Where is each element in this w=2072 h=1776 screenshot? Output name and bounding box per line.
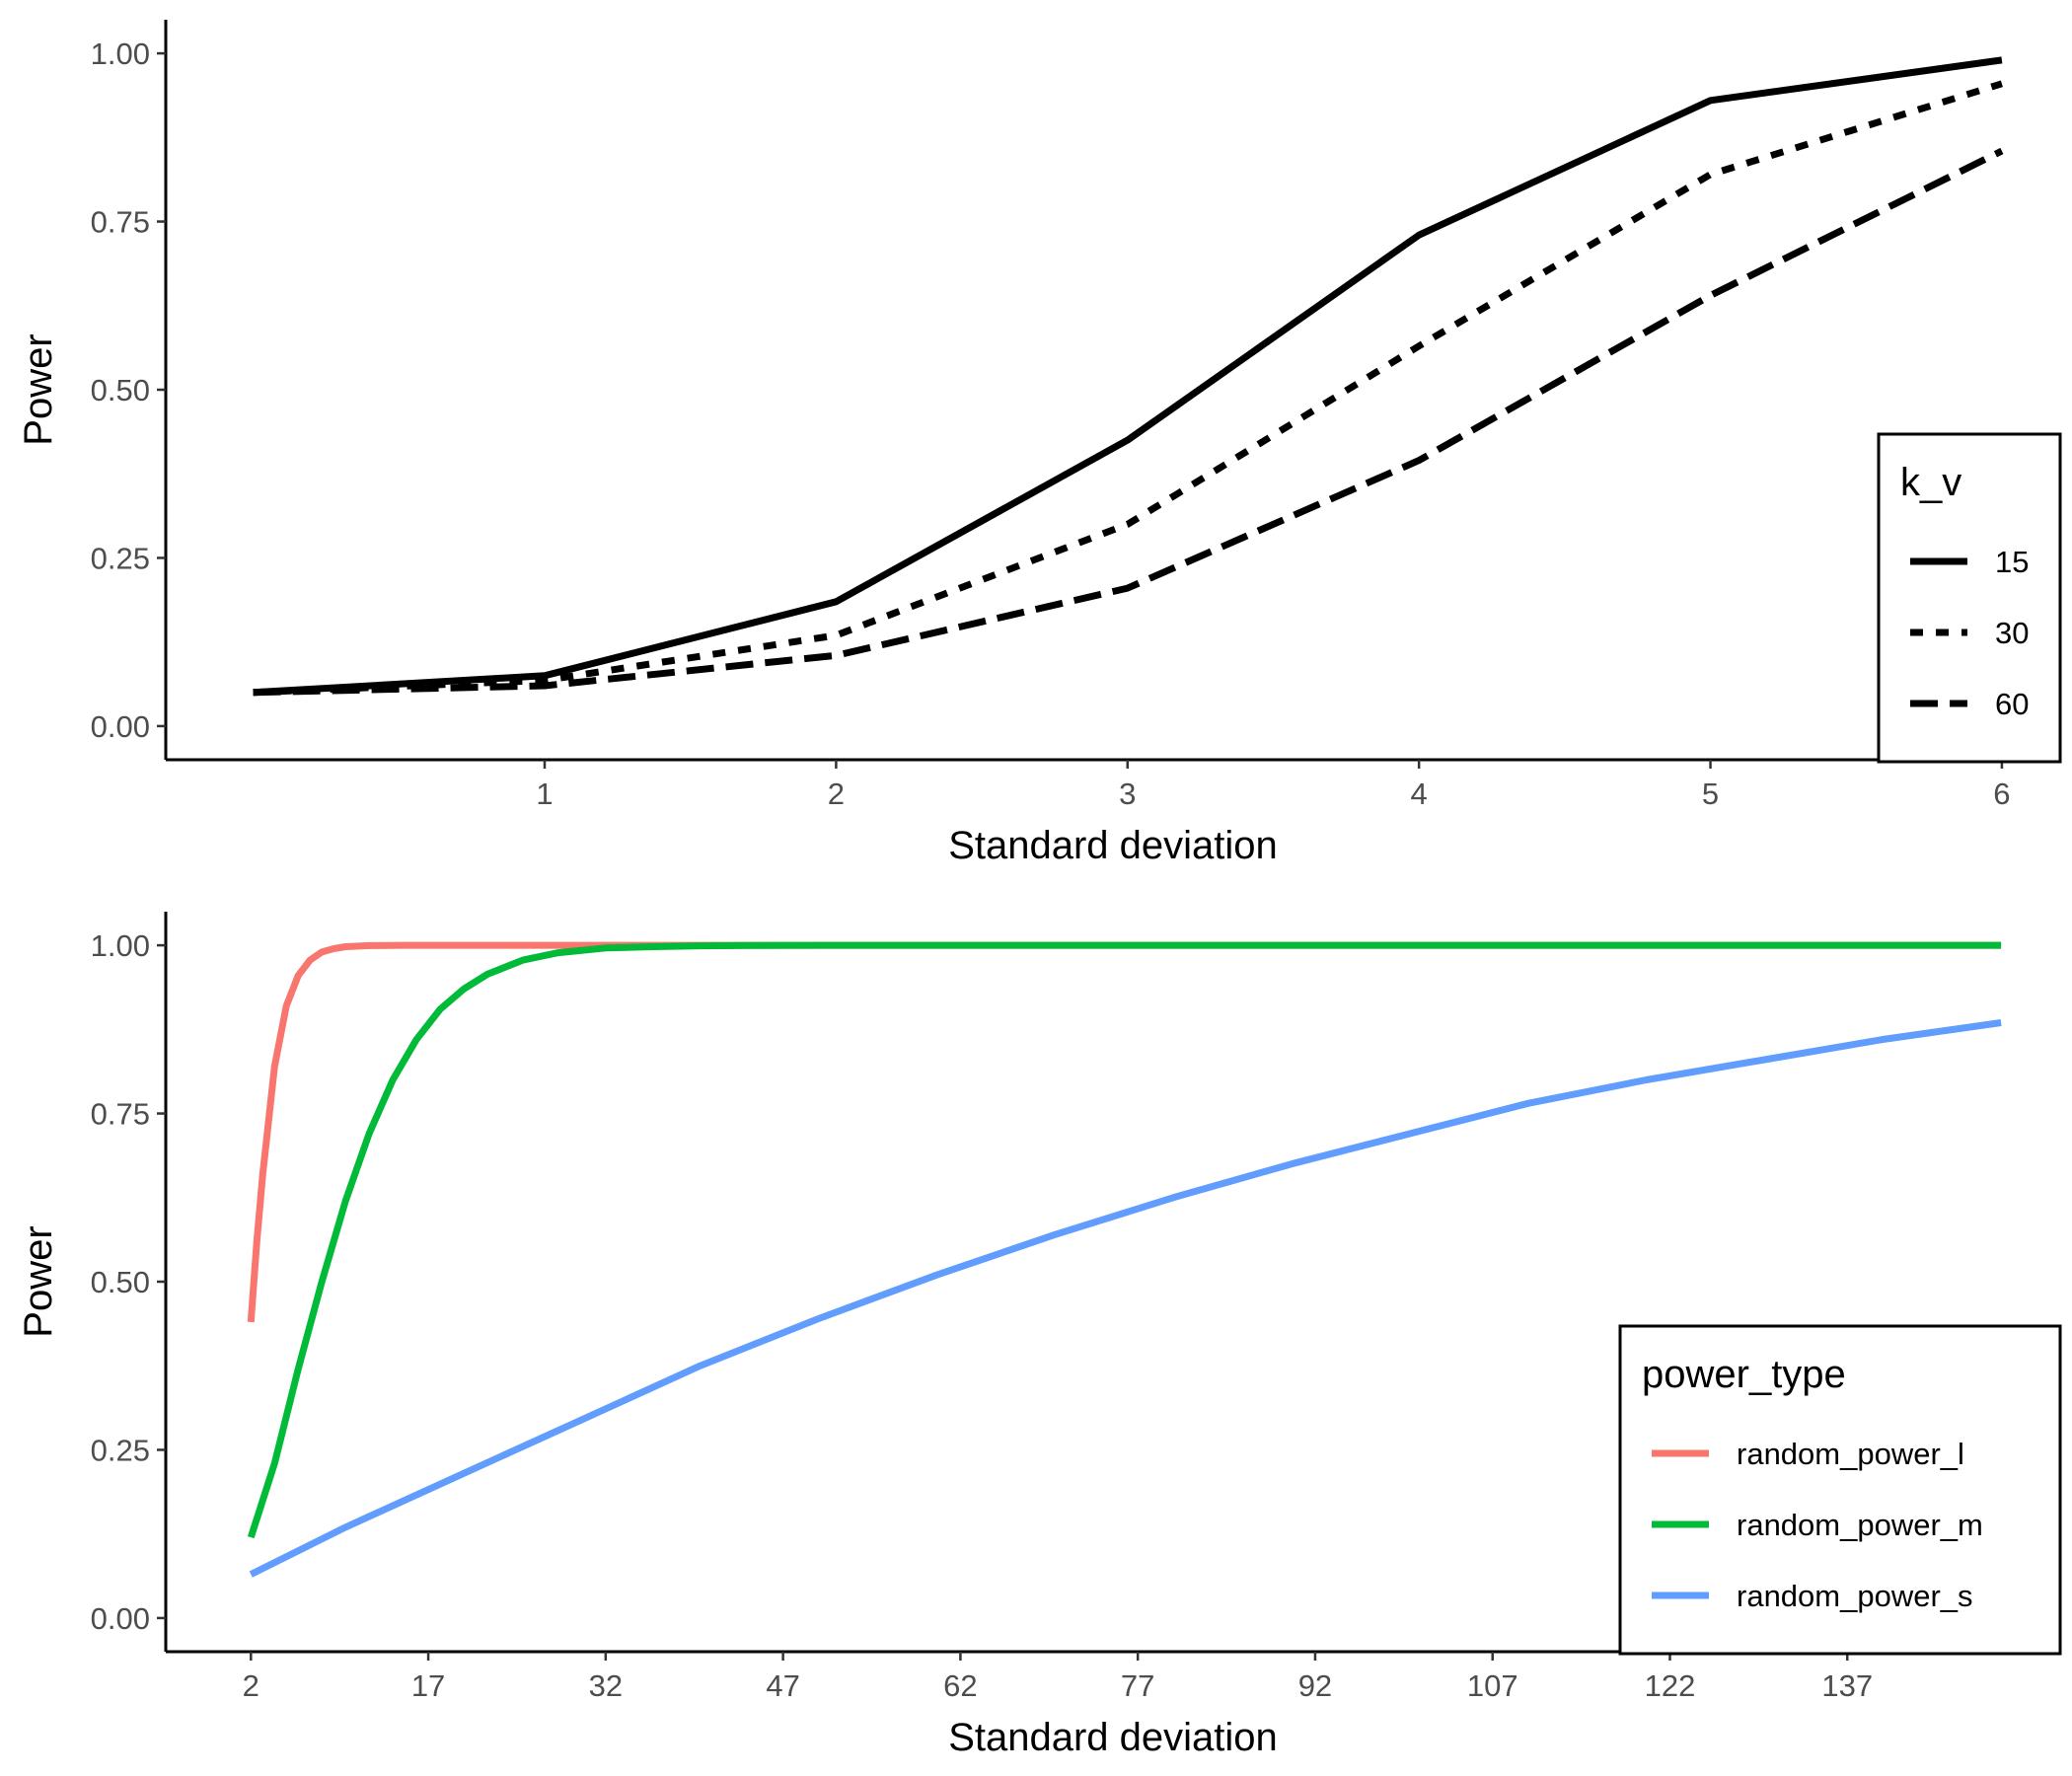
y-tick-label: 0.25 (91, 541, 150, 575)
x-tick-label: 2 (828, 777, 845, 811)
x-tick-label: 2 (243, 1668, 259, 1703)
x-tick-label: 92 (1298, 1668, 1332, 1703)
series-line-random-power-m (247, 941, 2002, 1539)
y-tick-label: 0.50 (91, 373, 150, 407)
legend-title: k_v (1900, 461, 1961, 504)
x-tick-label: 6 (1993, 777, 2010, 811)
series-line-30 (253, 80, 2003, 697)
legend-label: 60 (1995, 687, 2029, 721)
x-axis-title: Standard deviation (948, 1716, 1278, 1759)
y-tick-label: 1.00 (91, 928, 150, 963)
legend-label: random_power_l (1737, 1437, 1964, 1471)
legend-label: 15 (1995, 545, 2029, 579)
x-tick-label: 137 (1821, 1668, 1873, 1703)
series-line-random-power-s (249, 1019, 2002, 1578)
x-axis-title: Standard deviation (948, 824, 1278, 867)
y-tick-label: 0.75 (91, 205, 150, 240)
x-tick-label: 107 (1467, 1668, 1518, 1703)
series-line-60 (253, 147, 2004, 697)
y-tick-label: 1.00 (91, 37, 150, 71)
x-tick-label: 5 (1702, 777, 1719, 811)
y-tick-label: 0.75 (91, 1097, 150, 1132)
legend-label: 30 (1995, 616, 2029, 650)
x-tick-label: 47 (766, 1668, 799, 1703)
x-tick-label: 122 (1645, 1668, 1696, 1703)
y-axis-title: Power (17, 333, 60, 445)
y-tick-label: 0.25 (91, 1433, 150, 1467)
legend-title: power_type (1642, 1353, 1846, 1396)
top-panel: 0.00 0.25 0.50 0.75 1.00 1 2 3 4 5 6 Standard devia… (17, 20, 2062, 867)
y-tick-label: 0.00 (91, 1601, 150, 1636)
series-line-random-power-l (247, 941, 2002, 1323)
legend-box (1618, 1324, 2062, 1656)
x-tick-label: 3 (1119, 777, 1136, 811)
x-tick-label: 1 (536, 777, 553, 811)
legend-label: random_power_m (1737, 1508, 1983, 1542)
x-tick-label: 32 (589, 1668, 623, 1703)
y-tick-label: 0.50 (91, 1265, 150, 1299)
x-tick-label: 17 (411, 1668, 445, 1703)
series-line-15 (253, 56, 2003, 697)
legend-label: random_power_s (1737, 1579, 1973, 1613)
x-tick-label: 62 (943, 1668, 977, 1703)
x-tick-label: 4 (1411, 777, 1428, 811)
y-tick-label: 0.00 (91, 709, 150, 744)
x-tick-label: 77 (1121, 1668, 1154, 1703)
bottom-panel: 0.00 0.25 0.50 0.75 1.00 2 17 32 47 62 77 92 107 122 1… (17, 912, 2062, 1759)
y-axis-title: Power (17, 1225, 60, 1337)
legend-box (1877, 432, 2062, 764)
